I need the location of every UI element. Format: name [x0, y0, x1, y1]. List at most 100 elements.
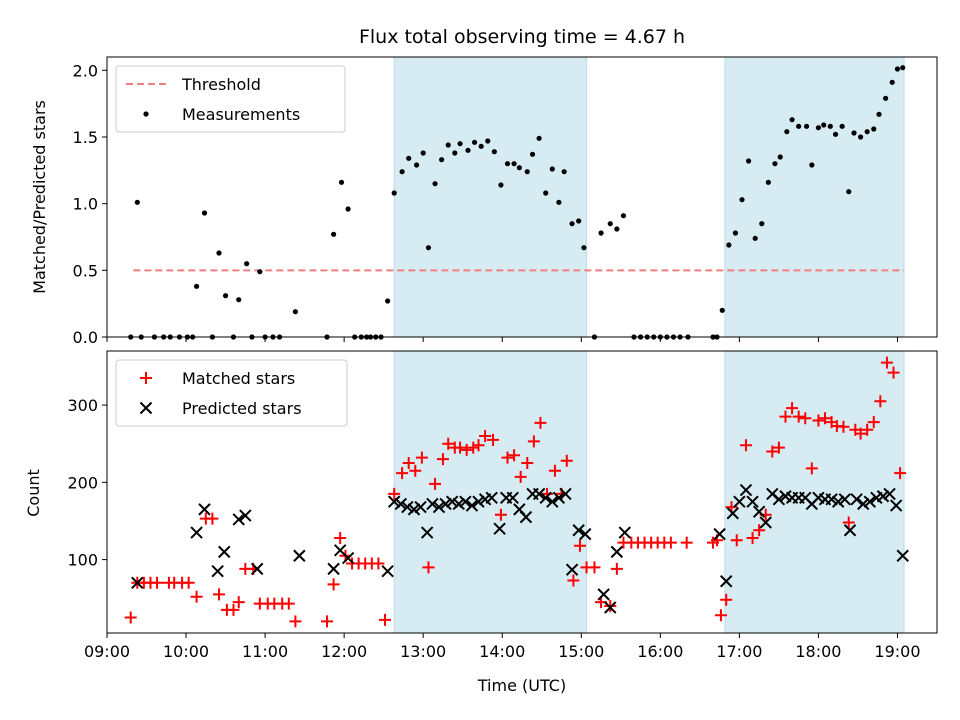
measurement-point [491, 149, 497, 155]
predicted-star-point [190, 526, 203, 539]
measurement-point [432, 181, 438, 187]
matched-star-point [887, 366, 900, 379]
predicted-star-point [493, 522, 506, 535]
matched-star-point [514, 470, 527, 483]
matched-star-point [282, 597, 295, 610]
predicted-star-point [472, 495, 485, 508]
measurement-point [406, 155, 412, 161]
y-tick-label: 1.5 [73, 128, 98, 147]
predicted-star-point [552, 491, 566, 505]
matched-star-point [372, 557, 385, 570]
x-tick-label: 14:00 [479, 642, 525, 661]
predicted-star-point [863, 495, 877, 508]
matched-star-point [812, 414, 825, 427]
measurement-point [876, 111, 882, 117]
predicted-star-point [559, 487, 572, 501]
measurement-point [614, 226, 620, 232]
measurement-point [504, 161, 511, 167]
predicted-star-point [843, 524, 857, 537]
matched-star-point [396, 467, 409, 480]
matched-star-point [487, 433, 500, 446]
predicted-star-point [420, 526, 434, 539]
measurement-point [857, 134, 864, 140]
measurement-point [524, 169, 530, 175]
measurement-point [821, 122, 827, 128]
predicted-star-point [414, 500, 427, 514]
predicted-star-point [565, 563, 579, 576]
measurement-point [529, 151, 536, 157]
y-tick-label: 100 [67, 551, 98, 570]
measurement-point [883, 95, 889, 101]
matched-star-point [460, 443, 473, 456]
measurement-point [331, 231, 337, 237]
predicted-star-point [432, 500, 446, 514]
measurement-point [581, 245, 587, 251]
measurement-point [420, 150, 426, 156]
predicted-star-point [752, 505, 766, 518]
matched-star-point [730, 534, 743, 547]
matched-star-point [378, 613, 391, 626]
predicted-star-point [825, 493, 838, 506]
predicted-star-point [759, 516, 772, 529]
predicted-star-point [539, 491, 552, 505]
predicted-star-point [452, 497, 465, 511]
measurement-point [485, 138, 491, 144]
predicted-star-point [218, 545, 231, 559]
measurement-point [391, 190, 397, 196]
matched-star-point [837, 420, 850, 433]
x-tick-label: 09:00 [84, 642, 130, 661]
predicted-star-point [232, 513, 245, 526]
matched-star-point [454, 441, 467, 454]
matched-star-point [867, 416, 880, 429]
y-tick-label: 0.5 [73, 261, 98, 280]
measurement-point [732, 230, 739, 236]
predicted-star-point [546, 495, 559, 508]
measurement-point [471, 139, 478, 145]
predicted-star-point [407, 503, 421, 516]
x-tick-label: 16:00 [637, 642, 683, 661]
predicted-star-point [572, 524, 585, 537]
measurement-point [796, 123, 802, 129]
matched-star-point [560, 454, 573, 467]
predicted-star-point [772, 493, 786, 506]
measurement-point [765, 179, 771, 185]
measurement-point [832, 131, 839, 137]
x-tick-label: 12:00 [321, 642, 367, 661]
legend-box [115, 359, 348, 427]
y-tick-label: 0.0 [73, 328, 98, 347]
observing-window-band [724, 56, 905, 338]
predicted-star-point [387, 495, 401, 508]
predicted-star-point [579, 527, 592, 541]
legend-label: Matched stars [182, 369, 295, 388]
matched-star-point [746, 531, 759, 544]
measurement-point [414, 162, 420, 168]
measurement-point [752, 235, 758, 241]
measurement-point [846, 189, 852, 195]
observing-window-band [393, 56, 588, 338]
matched-star-point [779, 410, 792, 423]
measurement-point [827, 123, 833, 129]
measurement-point [739, 197, 745, 203]
measurement-point [556, 199, 562, 205]
measurement-point [598, 230, 604, 236]
measurement-point [399, 169, 405, 175]
predicted-star-point [850, 493, 863, 506]
matched-star-point [442, 437, 455, 450]
predicted-star-point [713, 527, 726, 541]
measurement-point [620, 213, 627, 219]
measurement-point [257, 269, 263, 275]
bottom-y-axis-label: Count [24, 469, 43, 517]
matched-star-point [567, 574, 580, 587]
matched-star-point [422, 561, 435, 574]
measurement-point [789, 117, 795, 123]
matched-star-point [610, 562, 623, 575]
legend-matched-swatch [140, 372, 152, 384]
measurement-point [338, 179, 345, 185]
measurement-point [839, 123, 845, 129]
measurement-point [772, 161, 778, 167]
matched-star-point [402, 457, 415, 470]
predicted-star-point [733, 495, 746, 508]
matched-star-point [714, 609, 727, 622]
measurement-point [815, 125, 822, 131]
